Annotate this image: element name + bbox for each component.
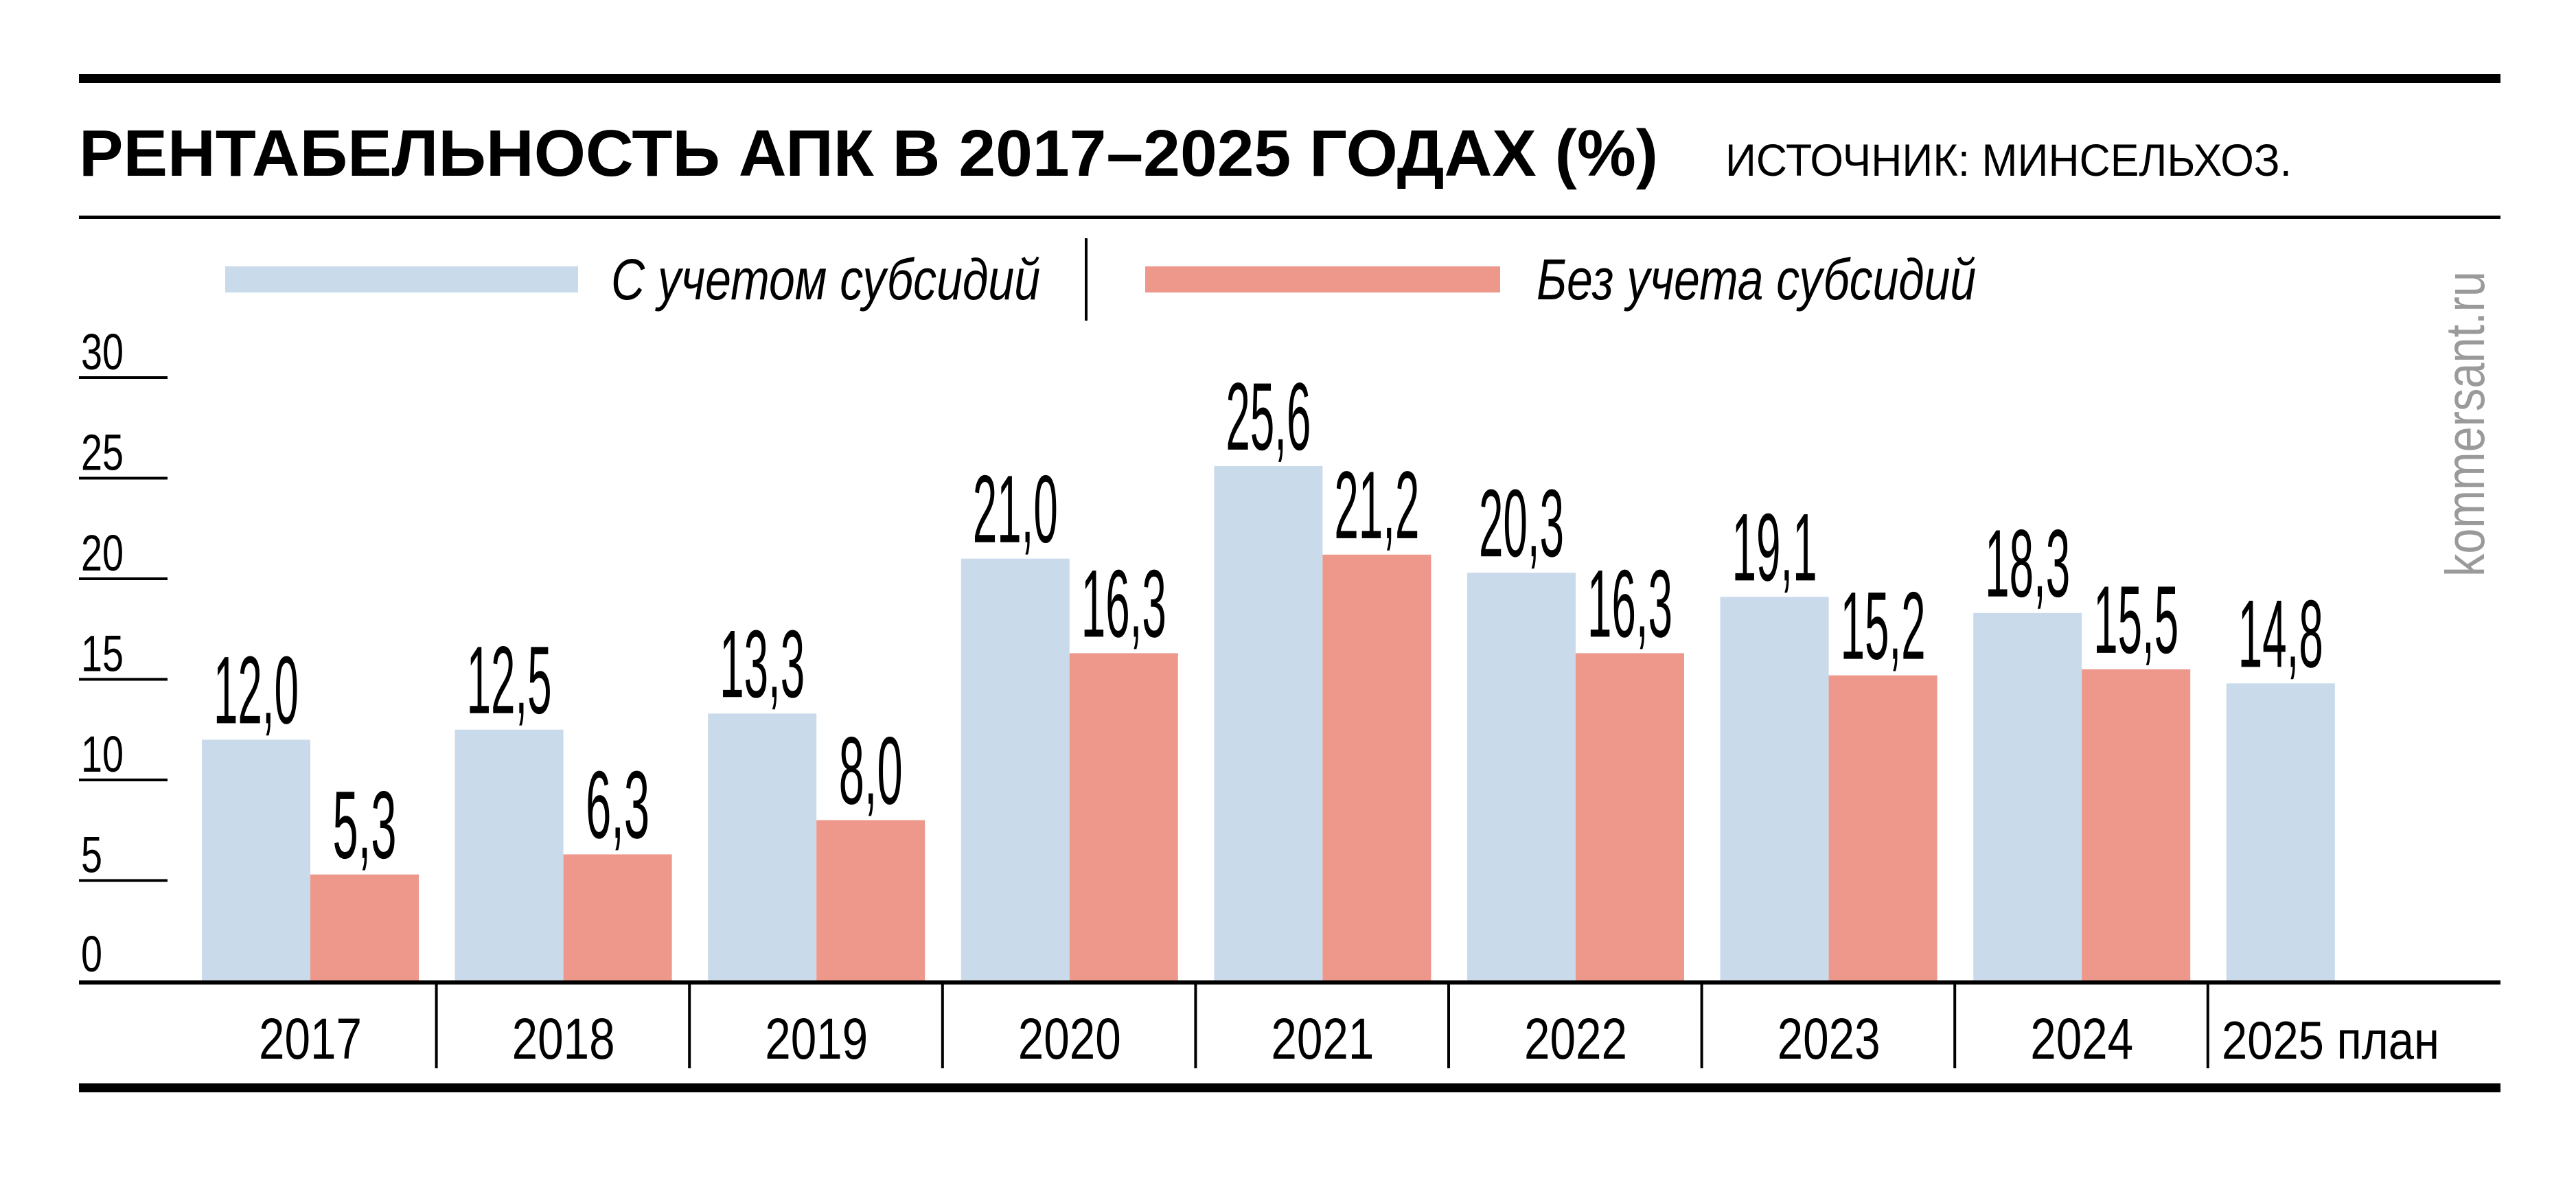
x-group-separator <box>1447 985 1450 1068</box>
bar-value-label: 18,3 <box>1985 509 2070 617</box>
y-tick-label: 20 <box>81 525 124 582</box>
x-axis-line <box>79 980 2500 985</box>
bottom-rule <box>79 1083 2500 1092</box>
source-note: ИСТОЧНИК: МИНСЕЛЬХОЗ. <box>1725 135 2292 185</box>
bar-value-label: 25,6 <box>1226 363 1311 470</box>
y-tick-line <box>79 678 168 681</box>
bar-without-subsidies <box>563 854 672 981</box>
bar-with-subsidies <box>1720 597 1829 981</box>
x-tick-label: 2019 <box>765 1006 868 1071</box>
x-tick-label: 2017 <box>259 1006 362 1071</box>
y-axis: 0 5 10 15 20 25 30 <box>79 323 168 982</box>
bar-without-subsidies <box>816 820 925 981</box>
bar-with-subsidies <box>202 739 310 981</box>
x-group-separator <box>941 985 944 1068</box>
legend-label-without-subsidies: Без учета субсидий <box>1537 247 1976 312</box>
y-tick-line <box>79 577 168 580</box>
bar-value-label: 14,8 <box>2238 579 2323 687</box>
legend-swatch-with-subsidies <box>225 266 578 292</box>
y-tick-label: 5 <box>81 827 102 884</box>
watermark: kommersant.ru <box>2435 271 2496 577</box>
bar-with-subsidies <box>455 729 564 981</box>
bar-without-subsidies <box>1322 554 1431 981</box>
bar-with-subsidies <box>961 558 1070 981</box>
x-group-separator <box>1700 985 1703 1068</box>
bar-value-label: 5,3 <box>333 771 397 879</box>
legend-swatch-without-subsidies <box>1145 266 1500 292</box>
x-tick-label: 2018 <box>512 1006 615 1071</box>
x-tick-label: 2023 <box>1778 1006 1881 1071</box>
bar-value-label: 15,5 <box>2093 566 2178 674</box>
bar-with-subsidies <box>708 713 817 981</box>
bar-with-subsidies <box>1214 465 1323 981</box>
bar-value-label: 12,5 <box>467 626 552 734</box>
x-tick-label: 2021 <box>1271 1006 1374 1071</box>
bar-without-subsidies <box>2082 669 2191 981</box>
bar-value-label: 21,0 <box>973 455 1058 563</box>
x-group-separator <box>2206 985 2209 1068</box>
legend: С учетом субсидий Без учета субсидий <box>225 238 1976 321</box>
x-group-separator <box>435 985 438 1068</box>
y-tick-label: 30 <box>81 323 124 380</box>
x-group-separator <box>1953 985 1957 1068</box>
legend-label-with-subsidies: С учетом субсидий <box>611 247 1040 312</box>
y-tick-line <box>79 476 168 480</box>
bar-without-subsidies <box>1069 653 1178 981</box>
legend-divider <box>1085 238 1088 321</box>
bar-with-subsidies <box>2226 683 2335 981</box>
top-rule <box>79 74 2500 83</box>
y-tick-line <box>79 779 168 781</box>
x-tick-label: 2025 план <box>2222 1010 2439 1070</box>
bar-value-label: 21,2 <box>1334 451 1419 559</box>
x-tick-label: 2020 <box>1018 1006 1121 1071</box>
bar-without-subsidies <box>1828 675 1937 981</box>
x-tick-label: 2024 <box>2030 1006 2133 1071</box>
bar-value-label: 8,0 <box>839 717 903 825</box>
bars: 12,0 5,3 12,5 6,3 13,3 8,0 21,0 16,3 25,6 21,2 20,… <box>202 363 2335 981</box>
bar-without-subsidies <box>310 874 419 981</box>
bar-value-label: 20,3 <box>1479 469 1564 577</box>
y-tick-label: 25 <box>81 424 124 481</box>
bar-value-label: 12,0 <box>214 636 299 744</box>
y-tick-label: 0 <box>81 925 102 982</box>
bar-value-label: 15,2 <box>1841 572 1926 680</box>
x-group-separator <box>688 985 691 1068</box>
chart-title: РЕНТАБЕЛЬНОСТЬ АПК В 2017–2025 ГОДАХ (%) <box>79 117 1658 190</box>
y-tick-label: 10 <box>81 726 124 783</box>
bar-value-label: 16,3 <box>1587 549 1672 657</box>
y-tick-label: 15 <box>81 625 124 682</box>
bar-with-subsidies <box>1467 573 1576 981</box>
y-tick-line <box>79 879 168 882</box>
x-axis: 2017 2018 2019 2020 2021 2022 2023 2024 2025 пла… <box>259 985 2439 1071</box>
x-tick-label: 2022 <box>1524 1006 1627 1071</box>
bar-value-label: 19,1 <box>1732 493 1817 601</box>
bar-value-label: 13,3 <box>720 610 805 717</box>
x-group-separator <box>1194 985 1197 1068</box>
bar-value-label: 6,3 <box>586 750 649 858</box>
title-rule <box>79 216 2500 219</box>
bar-value-label: 16,3 <box>1081 549 1166 657</box>
bar-without-subsidies <box>1576 653 1684 981</box>
y-tick-line <box>79 376 168 379</box>
bar-with-subsidies <box>1973 612 2082 981</box>
